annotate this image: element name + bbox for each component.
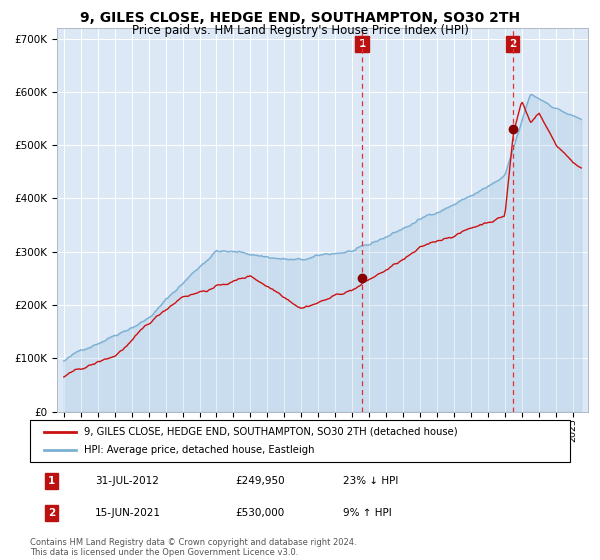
FancyBboxPatch shape — [30, 420, 570, 462]
Text: 31-JUL-2012: 31-JUL-2012 — [95, 476, 158, 486]
Text: 9, GILES CLOSE, HEDGE END, SOUTHAMPTON, SO30 2TH: 9, GILES CLOSE, HEDGE END, SOUTHAMPTON, … — [80, 11, 520, 25]
Text: Price paid vs. HM Land Registry's House Price Index (HPI): Price paid vs. HM Land Registry's House … — [131, 24, 469, 36]
Text: £530,000: £530,000 — [235, 508, 284, 518]
Text: Contains HM Land Registry data © Crown copyright and database right 2024.
This d: Contains HM Land Registry data © Crown c… — [30, 538, 356, 557]
Text: 9, GILES CLOSE, HEDGE END, SOUTHAMPTON, SO30 2TH (detached house): 9, GILES CLOSE, HEDGE END, SOUTHAMPTON, … — [84, 427, 458, 437]
Text: 2: 2 — [509, 39, 517, 49]
Text: HPI: Average price, detached house, Eastleigh: HPI: Average price, detached house, East… — [84, 445, 314, 455]
Text: 2: 2 — [48, 508, 55, 518]
Text: £249,950: £249,950 — [235, 476, 285, 486]
Text: 23% ↓ HPI: 23% ↓ HPI — [343, 476, 398, 486]
Text: 9% ↑ HPI: 9% ↑ HPI — [343, 508, 392, 518]
Text: 1: 1 — [48, 476, 55, 486]
Text: 1: 1 — [358, 39, 365, 49]
Text: 15-JUN-2021: 15-JUN-2021 — [95, 508, 161, 518]
